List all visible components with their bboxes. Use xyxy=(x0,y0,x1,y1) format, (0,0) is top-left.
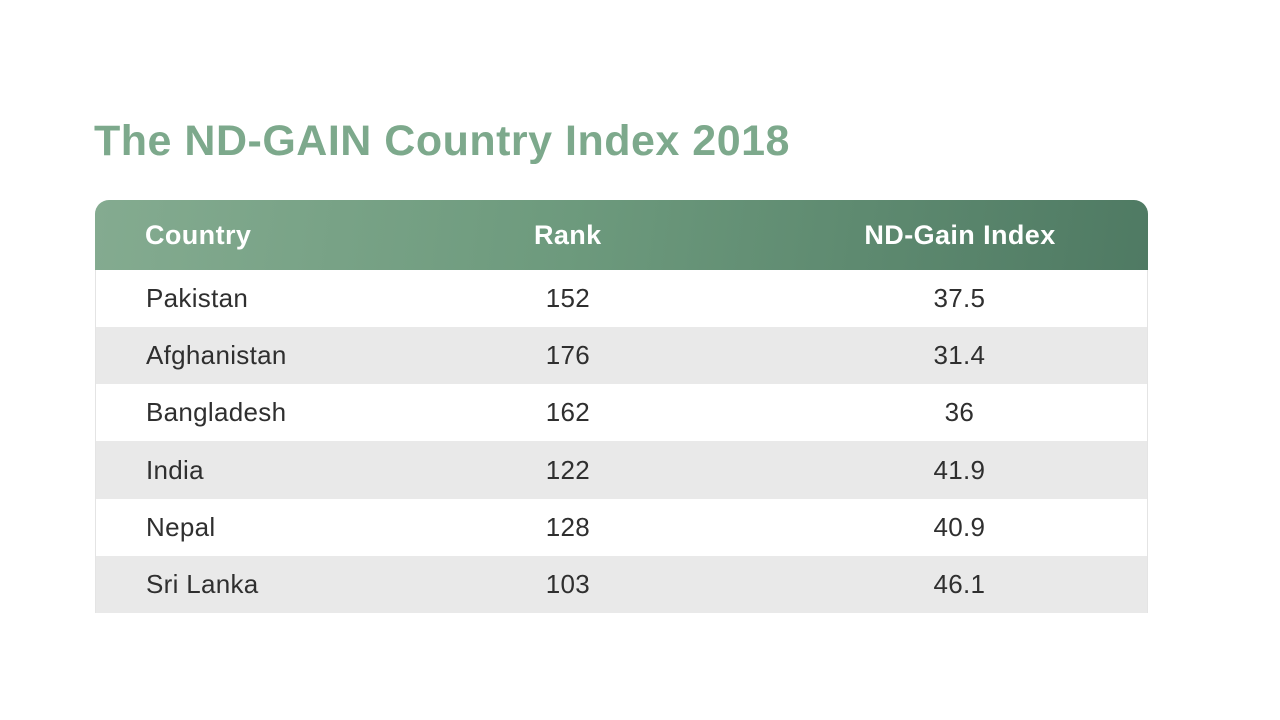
page-title: The ND-GAIN Country Index 2018 xyxy=(94,117,790,165)
table-row: India 122 41.9 xyxy=(96,441,1147,499)
cell-country: India xyxy=(146,454,204,485)
cell-index: 36 xyxy=(944,397,975,428)
cell-rank: 128 xyxy=(545,511,591,542)
cell-rank: 103 xyxy=(545,568,591,599)
column-header-rank: Rank xyxy=(533,219,602,250)
cell-rank: 176 xyxy=(545,340,591,371)
cell-country: Afghanistan xyxy=(146,340,287,371)
table-row: Sri Lanka 103 46.1 xyxy=(96,555,1147,613)
table-row: Afghanistan 176 31.4 xyxy=(96,327,1147,385)
table-row: Bangladesh 162 36 xyxy=(96,384,1147,442)
cell-country: Sri Lanka xyxy=(146,568,259,599)
cell-index: 31.4 xyxy=(933,340,986,371)
table-row: Nepal 128 40.9 xyxy=(96,498,1147,556)
cell-index: 37.5 xyxy=(933,283,986,314)
cell-index: 41.9 xyxy=(933,454,986,485)
column-header-nd-gain-index: ND-Gain Index xyxy=(864,219,1056,250)
cell-country: Pakistan xyxy=(146,283,249,314)
cell-index: 40.9 xyxy=(933,511,986,542)
column-header-country: Country xyxy=(145,219,252,250)
table-header-row: Country Rank ND-Gain Index xyxy=(95,200,1148,270)
table-row: Pakistan 152 37.5 xyxy=(96,270,1147,328)
cell-country: Nepal xyxy=(146,511,216,542)
cell-rank: 152 xyxy=(545,283,591,314)
cell-country: Bangladesh xyxy=(146,397,287,428)
cell-index: 46.1 xyxy=(933,568,986,599)
cell-rank: 162 xyxy=(545,397,591,428)
nd-gain-table: Country Rank ND-Gain Index Pakistan 152 … xyxy=(95,200,1148,613)
cell-rank: 122 xyxy=(545,454,591,485)
table-body: Pakistan 152 37.5 Afghanistan 176 31.4 B… xyxy=(95,270,1148,613)
